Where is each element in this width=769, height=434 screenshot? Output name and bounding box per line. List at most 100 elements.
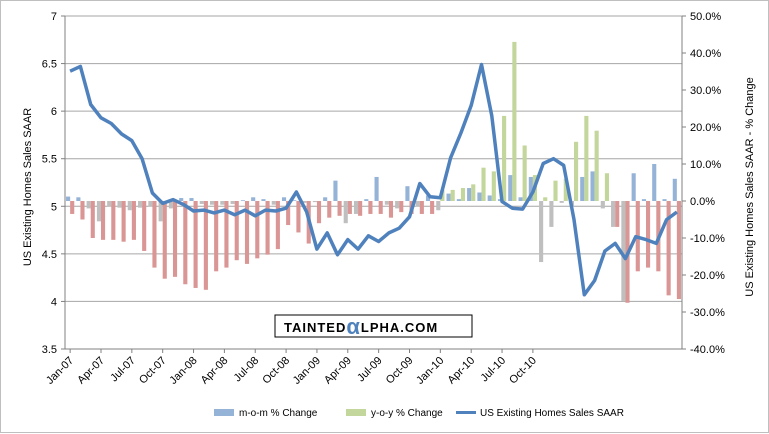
- bar-yoy: [70, 201, 75, 214]
- bar-mom: [405, 186, 410, 201]
- bar-yoy: [471, 184, 476, 201]
- bar-yoy: [265, 201, 270, 255]
- bar-mom: [76, 197, 81, 201]
- bar-mom: [631, 173, 636, 201]
- bar-yoy: [337, 201, 342, 216]
- bar-mom: [549, 201, 554, 227]
- legend: m-o-m % Change y-o-y % Change US Existin…: [214, 408, 624, 419]
- bar-yoy: [594, 130, 599, 201]
- bar-yoy: [316, 201, 322, 224]
- right-tick-label: 30.0%: [690, 85, 721, 97]
- left-tick-label: 3.5: [42, 344, 57, 356]
- bar-yoy: [584, 115, 589, 201]
- bar-yoy: [275, 201, 280, 250]
- right-tick-label: 10.0%: [690, 159, 721, 171]
- bar-mom: [590, 171, 595, 201]
- x-tick-label: Jul-09: [355, 355, 385, 385]
- bar-mom: [641, 199, 647, 201]
- bar-yoy: [327, 201, 332, 218]
- bar-yoy: [543, 197, 548, 201]
- bar-mom: [436, 201, 441, 211]
- grid-lines: [65, 15, 682, 350]
- x-tick-label: Jul-07: [108, 355, 138, 385]
- bar-mom: [333, 180, 338, 201]
- x-tick-label: Jan-07: [44, 355, 76, 387]
- bar-mom: [261, 199, 266, 201]
- bar-yoy: [481, 167, 486, 201]
- right-axis-title: US Existing Homes Sales SAAR - % Change: [744, 77, 756, 296]
- bar-yoy: [193, 201, 198, 288]
- bar-mom: [168, 201, 173, 209]
- left-tick-label: 5.5: [42, 154, 57, 166]
- bar-yoy: [100, 201, 106, 240]
- bar-mom: [415, 201, 420, 207]
- bar-yoy: [512, 41, 517, 202]
- bar-mom: [467, 188, 472, 201]
- bar-yoy: [234, 201, 239, 261]
- bar-mom: [189, 198, 194, 201]
- bar-mom: [652, 164, 657, 201]
- bar-mom: [138, 201, 143, 208]
- bar-yoy: [286, 201, 291, 226]
- bar-mom: [487, 195, 492, 201]
- legend-label-yoy: y-o-y % Change: [371, 408, 443, 419]
- bar-mom: [66, 196, 71, 201]
- bar-yoy: [522, 145, 527, 201]
- bar-mom: [220, 201, 225, 205]
- bar-mom: [240, 200, 245, 201]
- bar-yoy: [131, 201, 136, 240]
- bar-mom: [446, 193, 451, 201]
- bar-mom: [600, 201, 605, 209]
- line-sales-saar: [69, 62, 678, 297]
- bar-mom: [621, 201, 626, 301]
- x-tick-label: Jan-08: [167, 355, 199, 387]
- bar-yoy: [604, 173, 609, 201]
- left-tick-label: 4.5: [42, 249, 57, 261]
- x-tick-label: Jul-10: [478, 355, 508, 385]
- bar-mom: [611, 201, 616, 227]
- bar-mom: [107, 201, 112, 207]
- bar-mom: [508, 175, 513, 201]
- bar-mom: [384, 201, 389, 205]
- bar-mom: [580, 176, 585, 201]
- x-tick-label: Apr-07: [75, 355, 107, 387]
- right-tick-label: -30.0%: [690, 307, 725, 319]
- left-tick-label: 6: [51, 106, 57, 118]
- bar-yoy: [460, 188, 466, 201]
- watermark-part-2: LPHA.COM: [361, 320, 438, 335]
- bar-yoy: [574, 141, 579, 201]
- x-tick-label: Apr-10: [445, 355, 477, 387]
- bar-mom: [559, 201, 564, 203]
- bar-yoy: [491, 171, 496, 201]
- bar-mom: [199, 201, 204, 204]
- bar-mom: [127, 201, 132, 211]
- bar-mom: [672, 178, 677, 201]
- x-tick-label: Jan-09: [291, 355, 323, 387]
- right-tick-label: -40.0%: [690, 344, 725, 356]
- bars: [66, 41, 681, 303]
- bar-yoy: [388, 201, 394, 218]
- bar-yoy: [563, 178, 568, 201]
- bar-yoy: [142, 201, 147, 251]
- left-axis-title: US Existing Homes Sales SAAR: [22, 108, 34, 266]
- bar-yoy: [347, 201, 352, 214]
- watermark-text: TAINTEDαLPHA.COM: [284, 314, 438, 339]
- bar-mom: [425, 195, 431, 201]
- bar-mom: [96, 201, 101, 222]
- bar-yoy: [378, 201, 383, 214]
- x-tick-label: Jan-10: [414, 355, 446, 387]
- bar-mom: [148, 201, 153, 207]
- legend-label-line: US Existing Homes Sales SAAR: [480, 408, 624, 419]
- legend-label-mom: m-o-m % Change: [239, 408, 318, 419]
- bar-yoy: [80, 201, 85, 220]
- bar-yoy: [419, 201, 424, 214]
- bar-yoy: [430, 201, 435, 214]
- bar-yoy: [244, 201, 250, 264]
- bar-yoy: [666, 201, 671, 296]
- x-tick-label: Oct-09: [384, 355, 416, 387]
- bar-yoy: [553, 180, 558, 201]
- left-tick-label: 5: [51, 201, 57, 213]
- bar-mom: [271, 201, 276, 205]
- bar-mom: [209, 201, 215, 205]
- bar-mom: [302, 201, 307, 203]
